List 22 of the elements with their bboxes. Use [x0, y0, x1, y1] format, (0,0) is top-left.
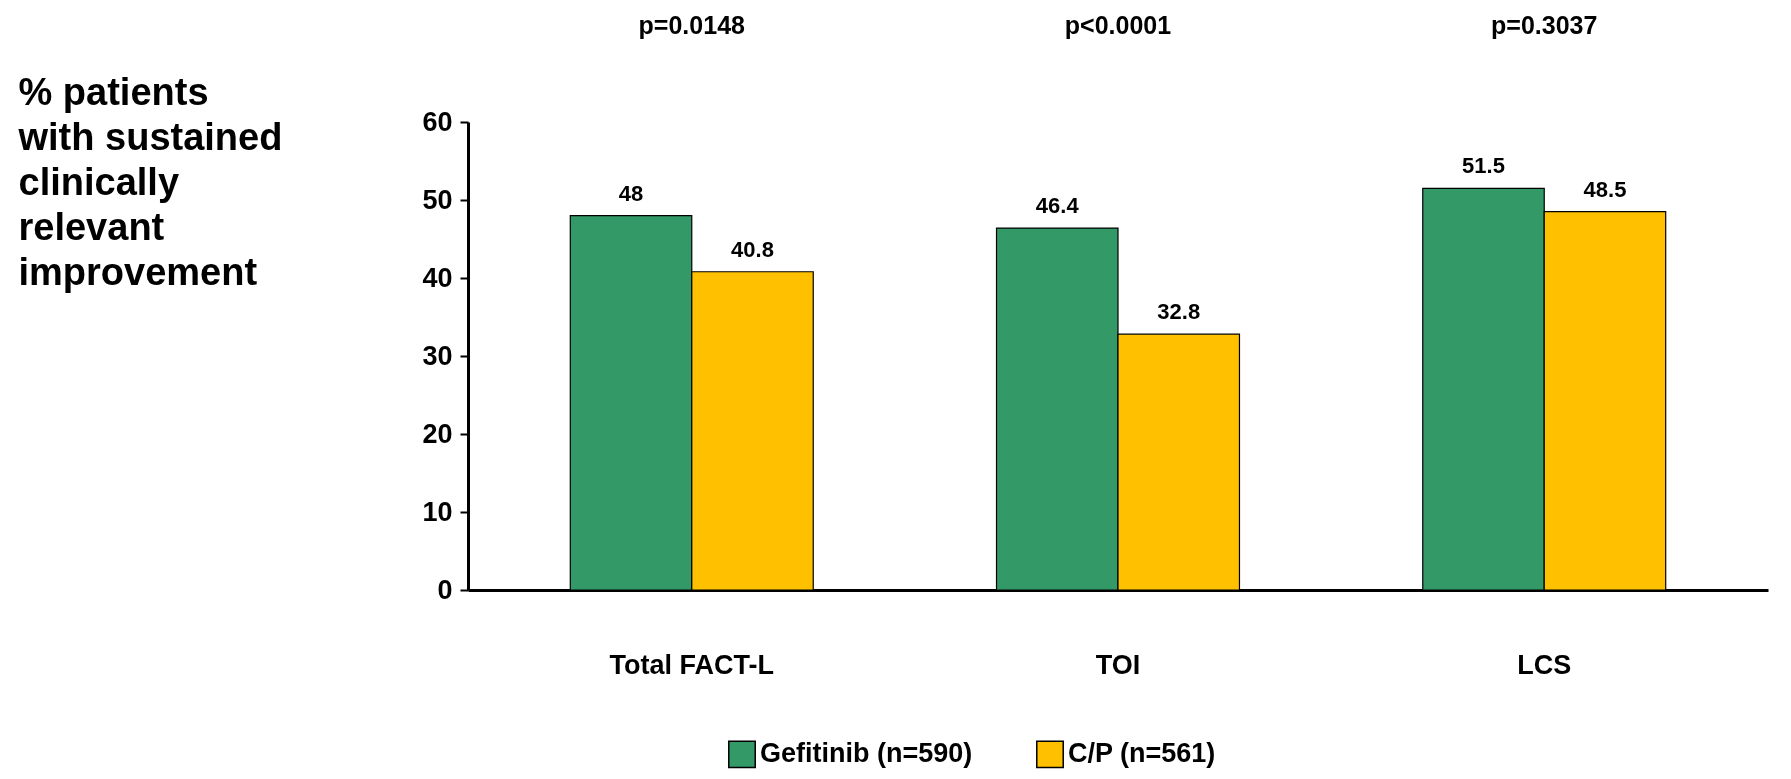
text: p=0.0148 [638, 11, 746, 39]
data-label: 32.8 [1157, 299, 1201, 325]
text: p<0.0001 [1064, 11, 1172, 39]
text: p=0.3037 [1491, 11, 1598, 39]
data-label: 51.5 [1462, 153, 1505, 179]
y-tick-label: 20 [422, 418, 453, 449]
x-tick-label: TOI [1095, 649, 1141, 680]
legend-label: C/P (n=561) [1068, 738, 1216, 769]
y-tick-label: 0 [437, 574, 453, 605]
data-label: 40.8 [731, 236, 774, 262]
x-tick-label: Total FACT-L [609, 649, 775, 680]
data-label: 46.4 [1035, 193, 1080, 219]
legend-label: Gefitinib (n=590) [760, 738, 973, 769]
data-label: 48.5 [1583, 176, 1627, 202]
y-axis-title: % patients with sustained clinically relevant improvement [17, 70, 283, 293]
y-tick-label: 50 [422, 184, 453, 215]
data-label: 48 [618, 180, 644, 206]
y-tick-label: 10 [422, 496, 453, 527]
y-tick-label: 40 [422, 262, 453, 293]
y-tick-label: 30 [422, 340, 453, 371]
x-tick-label: LCS [1517, 649, 1572, 680]
y-tick-label: 60 [422, 106, 453, 137]
